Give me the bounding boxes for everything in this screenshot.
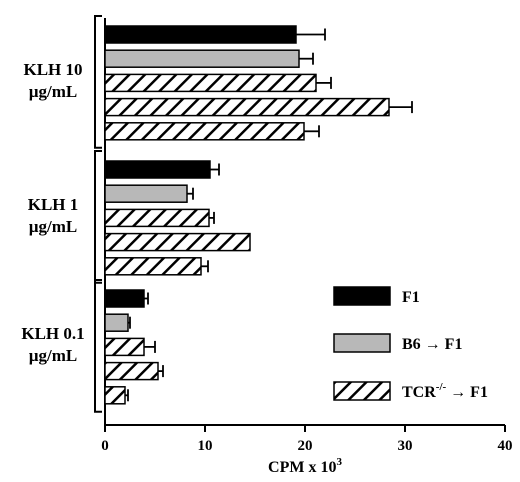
plot-area: 0 10 20 30 40 CPM x 103 KLH 10 µg/mL KLH 1 µg/mL K… [21, 15, 513, 476]
x-tick-label: 0 [101, 438, 109, 454]
x-tick-label: 10 [198, 438, 213, 454]
legend-swatch [333, 381, 391, 401]
bar [104, 184, 188, 203]
group-bracket [94, 279, 102, 413]
legend-swatch [333, 333, 391, 353]
bar [104, 208, 210, 228]
bar [104, 361, 159, 381]
group-label: KLH 0.1 [21, 324, 84, 343]
bar [104, 49, 300, 68]
group-bracket [94, 150, 102, 284]
legend-label-text: TCR [402, 384, 436, 401]
group-label: KLH 1 [28, 195, 79, 214]
bar [104, 97, 390, 117]
x-tick-label: 40 [498, 438, 513, 454]
bar [104, 73, 317, 93]
legend-label: F1 [402, 289, 420, 306]
x-tick-label: 30 [398, 438, 413, 454]
x-tick-label: 20 [298, 438, 313, 454]
bar [104, 122, 305, 141]
bar [104, 386, 126, 405]
x-axis-title-superscript: 3 [336, 456, 342, 468]
legend-label: B6 → F1 [402, 336, 462, 353]
group-label: µg/mL [29, 217, 78, 236]
legend-swatch [333, 286, 391, 306]
legend: F1 B6 → F1 TCR-/- → F1 [333, 286, 488, 401]
legend-label-text: F1 [402, 289, 420, 306]
legend-label: TCR-/- → F1 [402, 381, 488, 401]
group-bracket [94, 15, 102, 149]
legend-label-superscript: -/- [436, 381, 447, 393]
bar [104, 337, 145, 357]
bar [104, 25, 297, 44]
bar [104, 160, 211, 179]
legend-label-text: B6 → F1 [402, 336, 462, 353]
legend-label-tail: → F1 [446, 384, 488, 401]
bar [104, 313, 129, 332]
bar [104, 257, 202, 276]
group-label: µg/mL [29, 346, 78, 365]
x-axis-title: CPM x 103 [268, 456, 342, 476]
bar [104, 289, 145, 308]
group-label: µg/mL [29, 82, 78, 101]
group-label: KLH 10 [23, 60, 82, 79]
x-axis-title-text: CPM x 10 [268, 459, 336, 476]
bar [104, 232, 251, 252]
